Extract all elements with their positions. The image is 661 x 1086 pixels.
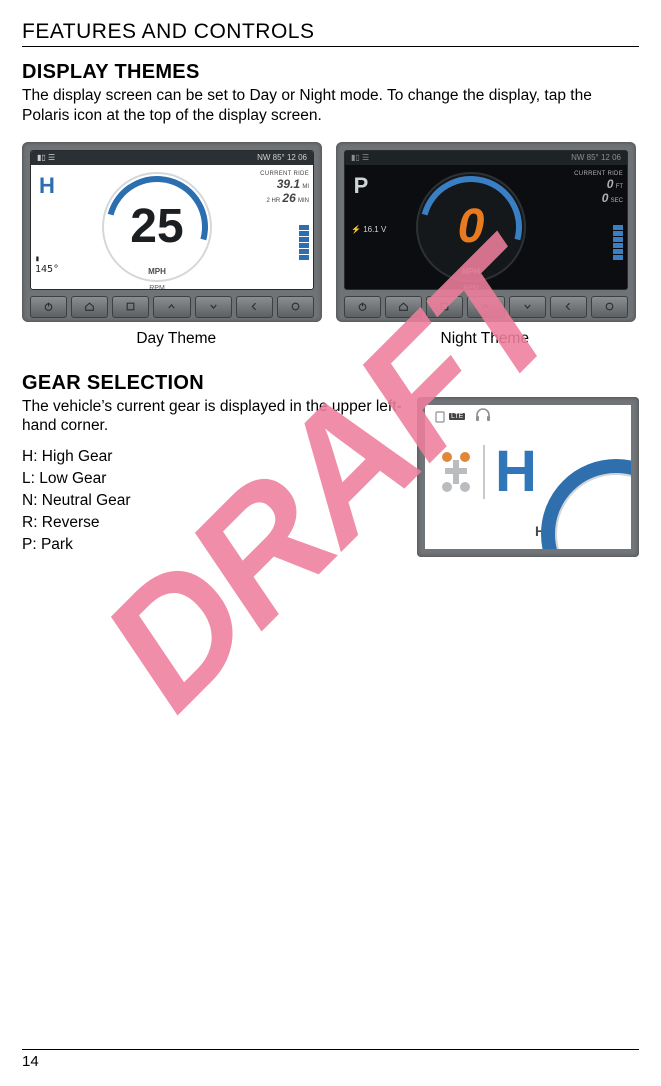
signal-icon: ▮▯ ☰ [37,153,55,162]
ride-time: 26 [282,191,295,205]
day-rpm-label: RPM(x 1000) [117,285,197,290]
day-gauge-area: H ▮ 145° 25 MPH RPM(x 1000) [31,165,313,289]
night-status-bar: ▮▯ ☰ NW 85° 12 06 [345,151,627,165]
hw-btn-power[interactable] [30,296,67,318]
gear-selection-text: The vehicle’s current gear is displayed … [22,397,403,557]
night-speed-unit: MPH [416,267,526,276]
gear-l: L: Low Gear [22,468,403,490]
zoom-status-bar: LTE [425,405,631,429]
drivetrain-icon [439,450,473,494]
hw-btn-phone[interactable] [277,296,314,318]
hw-btn-settings[interactable] [426,296,463,318]
hw-button-row [344,296,628,318]
night-rpm-label: RPM(x 1000) [431,285,511,290]
hw-button-row [30,296,314,318]
day-screen: ▮▯ ☰ NW 85° 12 06 H ▮ 145° 25 [30,150,314,290]
gear-selection-title: GEAR SELECTION [22,372,639,395]
page-header: FEATURES AND CONTROLS [22,20,639,47]
day-dial: 25 MPH [102,172,212,282]
divider [483,445,485,499]
day-status-bar: ▮▯ ☰ NW 85° 12 06 [31,151,313,165]
day-caption: Day Theme [22,330,331,348]
hw-btn-down[interactable] [195,296,232,318]
night-caption: Night Theme [331,330,640,348]
zoom-screen: LTE [425,405,631,549]
fuel-gauge [299,225,309,275]
day-speed-unit: MPH [102,267,212,276]
cell-icon: LTE [433,411,465,423]
gear-r: R: Reverse [22,512,403,534]
ride-distance: 0 [607,177,614,191]
compass-readout: NW 85° 12 06 [257,153,307,162]
gear-n: N: Neutral Gear [22,490,403,512]
gear-p: P: Park [22,534,403,556]
night-center-gauge: 0 MPH RPM(x 1000) [377,165,565,289]
display-themes-description: The display screen can be set to Day or … [22,86,639,126]
page-number: 14 [22,1053,39,1070]
ride-time: 0 [602,191,609,205]
section-display-themes: DISPLAY THEMES The display screen can be… [22,61,639,348]
day-center-gauge: 25 MPH RPM(x 1000) [63,165,251,289]
hw-btn-home[interactable] [385,296,422,318]
night-screen: ▮▯ ☰ NW 85° 12 06 P ⚡ 16.1 V 0 MPH [344,150,628,290]
zoom-gear-indicator: H [495,443,537,501]
caption-row: Day Theme Night Theme [22,330,639,348]
display-themes-title: DISPLAY THEMES [22,61,639,84]
hw-btn-up[interactable] [467,296,504,318]
hw-btn-home[interactable] [71,296,108,318]
signal-icon: ▮▯ ☰ [351,153,369,162]
zoom-display: LTE [417,397,639,557]
gear-selection-image: LTE [417,397,639,557]
ride-label: CURRENT RIDE [565,171,623,177]
page-footer: 14 [22,1049,639,1070]
hw-btn-back[interactable] [550,296,587,318]
section-gear-selection: GEAR SELECTION The vehicle’s current gea… [22,372,639,557]
compass-readout: NW 85° 12 06 [571,153,621,162]
temp-readout: ▮ 145° [35,253,59,275]
gear-h: H: High Gear [22,446,403,468]
hw-btn-back[interactable] [236,296,273,318]
night-dial: 0 MPH [416,172,526,282]
hw-btn-up[interactable] [153,296,190,318]
hw-btn-phone[interactable] [591,296,628,318]
night-gauge-area: P ⚡ 16.1 V 0 MPH RPM(x 1000) CURRENT [345,165,627,289]
fuel-gauge [613,225,623,275]
gear-list: H: High Gear L: Low Gear N: Neutral Gear… [22,446,403,556]
gear-selection-description: The vehicle’s current gear is displayed … [22,397,403,437]
themes-row: ▮▯ ☰ NW 85° 12 06 H ▮ 145° 25 [22,142,639,322]
hw-btn-down[interactable] [509,296,546,318]
ride-distance: 39.1 [277,177,300,191]
lte-badge: LTE [449,413,465,420]
hw-btn-power[interactable] [344,296,381,318]
hw-btn-settings[interactable] [112,296,149,318]
headphones-icon [475,408,491,425]
night-display-unit: ▮▯ ☰ NW 85° 12 06 P ⚡ 16.1 V 0 MPH [336,142,636,322]
day-display-unit: ▮▯ ☰ NW 85° 12 06 H ▮ 145° 25 [22,142,322,322]
